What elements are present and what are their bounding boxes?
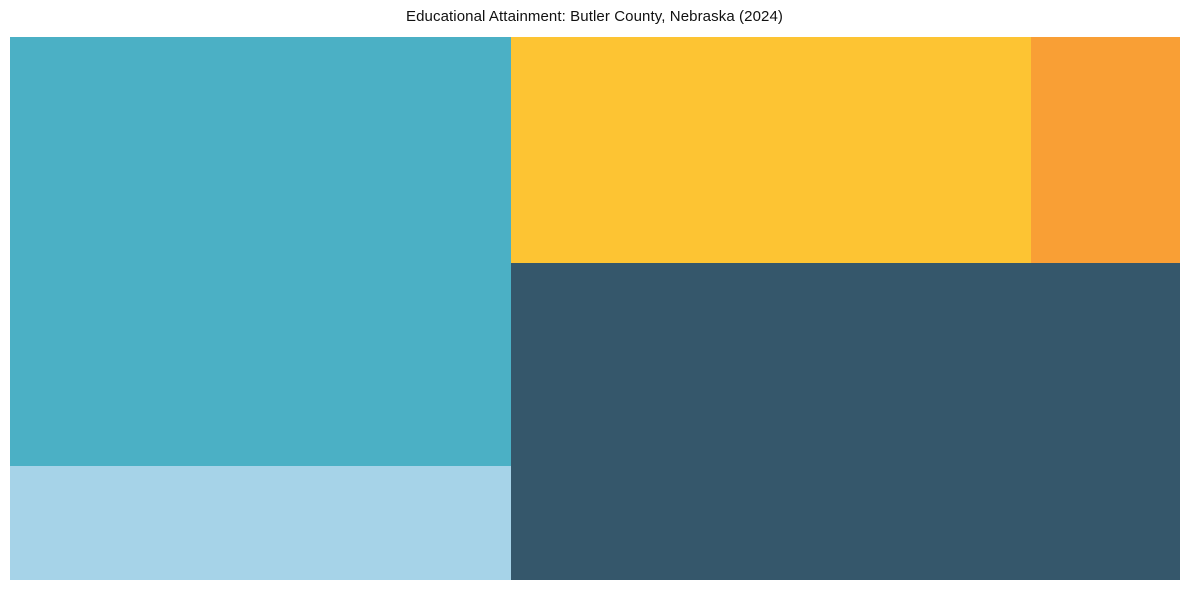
chart-title: Educational Attainment: Butler County, N… (406, 8, 783, 25)
treemap-segment-teal[interactable] (10, 37, 511, 466)
treemap-segment-orange[interactable] (1031, 37, 1180, 263)
treemap-segment-yellow[interactable] (511, 37, 1031, 263)
treemap-segment-lightblue[interactable] (10, 466, 511, 580)
treemap-segment-darkslate[interactable] (511, 263, 1180, 580)
